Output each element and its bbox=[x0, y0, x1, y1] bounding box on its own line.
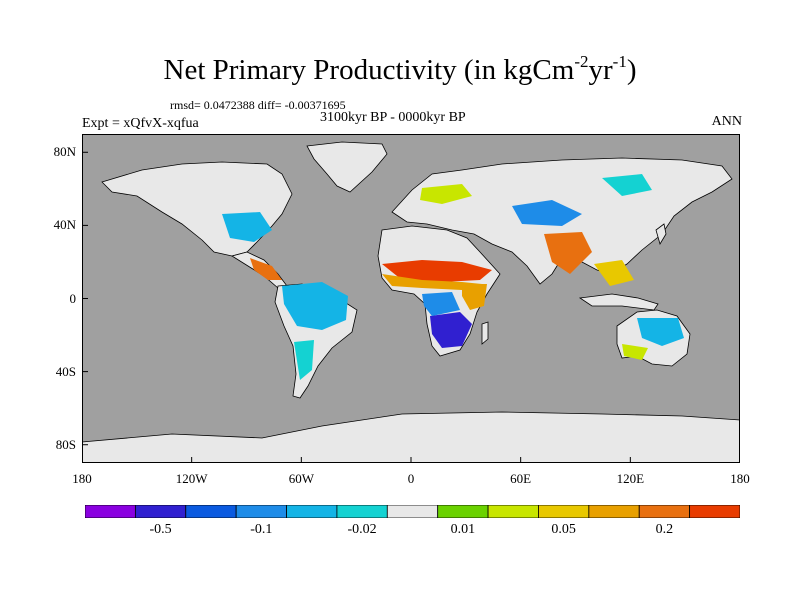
japan-land bbox=[655, 223, 667, 245]
colorbar-swatch bbox=[85, 505, 136, 518]
colorbar-swatch bbox=[235, 505, 287, 518]
colorbar-label: 0.2 bbox=[655, 522, 674, 537]
indonesia-land bbox=[578, 293, 659, 311]
colorbar-swatch bbox=[336, 505, 388, 518]
colorbar-swatch bbox=[487, 505, 539, 518]
map-title: Net Primary Productivity (in kgCm-2yr-1) bbox=[163, 52, 637, 86]
npp-anomaly-patches bbox=[222, 174, 684, 380]
siberia-anomaly bbox=[602, 174, 652, 196]
lon-label: 180 bbox=[730, 471, 750, 486]
lat-label: 40N bbox=[53, 217, 76, 233]
colorbar-swatch bbox=[185, 505, 237, 518]
experiment-label: Expt = xQfvX-xqfua bbox=[82, 116, 199, 131]
colorbar-swatch bbox=[134, 505, 187, 518]
europe-anomaly bbox=[420, 184, 472, 204]
madagascar-land bbox=[481, 321, 489, 345]
sahel-anomaly bbox=[382, 260, 492, 282]
sahel-edge-anomaly bbox=[382, 274, 482, 290]
colorbar bbox=[85, 505, 740, 518]
eastern-usa-anomaly bbox=[222, 212, 272, 242]
rmsd-diff-stats: rmsd= 0.0472388 diff= -0.00371695 bbox=[170, 98, 346, 112]
colorbar-swatch bbox=[638, 505, 691, 518]
lat-label: 0 bbox=[69, 290, 77, 306]
australia-south-anomaly bbox=[622, 344, 648, 360]
map-frame bbox=[82, 134, 740, 463]
colorbar-label: 0.01 bbox=[450, 522, 476, 537]
amazon-anomaly bbox=[282, 282, 348, 330]
lon-label: 180 bbox=[72, 471, 92, 486]
australia-north-anomaly bbox=[637, 318, 684, 346]
colorbar-swatch bbox=[286, 505, 338, 518]
lon-label: 0 bbox=[407, 471, 415, 486]
lat-label: 80N bbox=[53, 144, 76, 160]
colorbar-label: -0.1 bbox=[250, 522, 273, 537]
southeast-asia-anomaly bbox=[594, 260, 634, 286]
congo-anomaly bbox=[422, 292, 460, 316]
season-label: ANN bbox=[711, 114, 742, 129]
colorbar-swatch bbox=[386, 505, 439, 518]
southern-africa-anomaly bbox=[430, 312, 472, 348]
colorbar-label: 0.05 bbox=[551, 522, 576, 537]
india-anomaly bbox=[544, 232, 592, 274]
colorbar-swatch bbox=[538, 505, 590, 518]
central-america-anomaly bbox=[250, 258, 282, 280]
south-america-south-anomaly bbox=[294, 340, 314, 380]
lat-label: 40S bbox=[55, 363, 76, 379]
colorbar-swatch bbox=[588, 505, 640, 518]
lon-label: 120W bbox=[175, 471, 208, 486]
central-asia-anomaly bbox=[512, 200, 582, 226]
colorbar-swatch bbox=[689, 505, 740, 518]
colorbar-swatch bbox=[437, 505, 489, 518]
lon-label: 60E bbox=[510, 471, 532, 486]
lon-label: 60W bbox=[288, 471, 314, 486]
colorbar-label: -0.5 bbox=[149, 522, 172, 537]
antarctica-land bbox=[82, 411, 740, 463]
east-africa-anomaly bbox=[462, 284, 487, 310]
lat-label: 80S bbox=[55, 436, 76, 452]
greenland-land bbox=[306, 141, 388, 193]
colorbar-label: -0.02 bbox=[347, 522, 377, 537]
lon-label: 120E bbox=[616, 471, 645, 486]
npp-difference-map bbox=[82, 134, 740, 463]
time-period-label: 3100kyr BP - 0000kyr BP bbox=[320, 110, 466, 125]
